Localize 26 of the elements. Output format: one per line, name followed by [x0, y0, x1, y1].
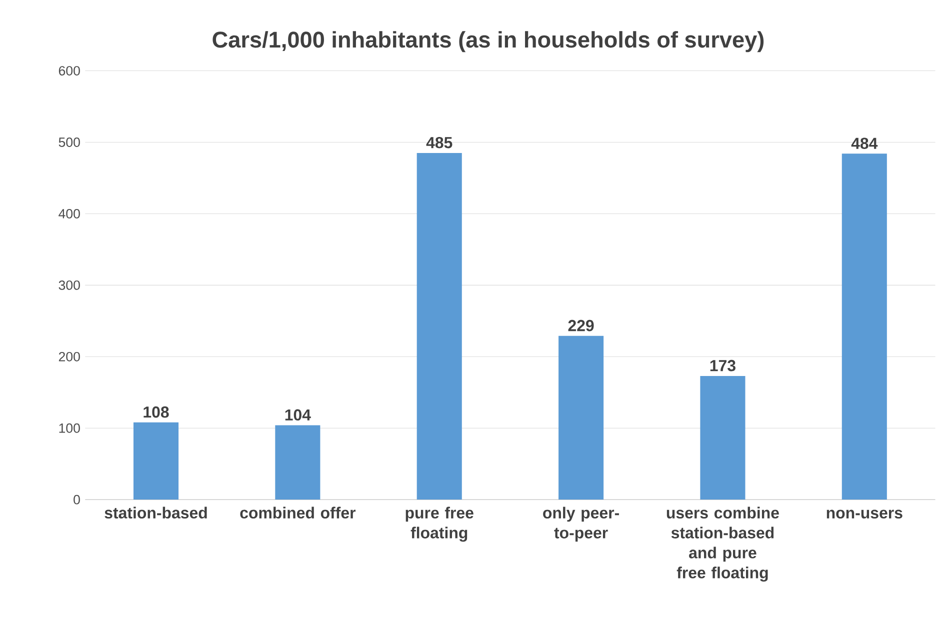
y-tick-label: 0 [74, 495, 80, 505]
x-tick-label: non-users [826, 510, 902, 519]
data-label: 173 [710, 360, 736, 372]
data-label: 229 [568, 320, 594, 332]
data-label: 108 [144, 406, 169, 418]
data-label: 484 [851, 138, 878, 150]
y-tick-label: 300 [58, 280, 80, 290]
x-tick-label: pure free floating [406, 507, 474, 542]
bar [275, 426, 320, 500]
chart-title: Cars/1,000 inhabitants (as in households of survey) [212, 31, 764, 52]
y-tick-label: 200 [58, 352, 80, 362]
bar [133, 422, 179, 500]
data-label: 485 [426, 137, 452, 149]
x-tick-label: users combine station-based and pure free floating [666, 507, 779, 582]
bar [700, 376, 746, 500]
y-tick-label: 100 [59, 424, 80, 434]
y-tick-label: 500 [58, 138, 80, 148]
x-tick-label: combined offer [240, 507, 356, 519]
bar [416, 153, 462, 500]
bar [842, 154, 887, 500]
x-tick-label: only peer-to-peer [543, 507, 619, 542]
data-label: 104 [285, 410, 311, 421]
y-tick-label: 600 [58, 66, 80, 76]
y-tick-label: 400 [58, 209, 80, 219]
x-tick-label: station-based [104, 507, 207, 519]
bar [558, 336, 604, 500]
